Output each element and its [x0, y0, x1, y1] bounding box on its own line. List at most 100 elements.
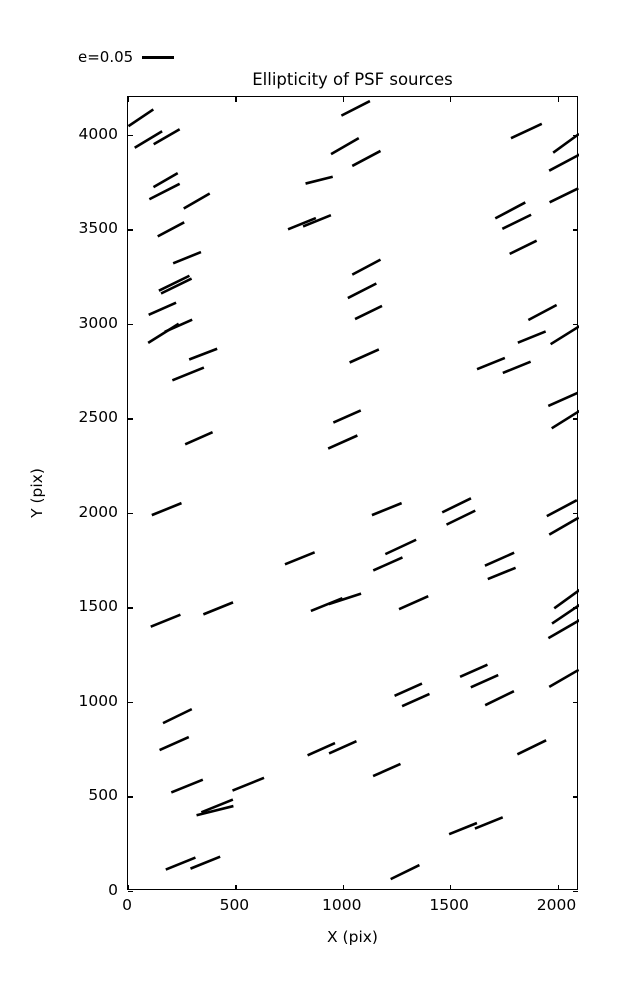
- whisker: [202, 601, 234, 616]
- y-tick-label: 2500: [78, 408, 118, 427]
- x-tick: [450, 884, 452, 890]
- whisker: [509, 239, 538, 256]
- y-tick: [127, 323, 133, 326]
- whisker: [527, 303, 558, 322]
- whisker: [494, 201, 526, 220]
- x-tick-top: [557, 96, 559, 102]
- y-tick-right: [572, 512, 578, 515]
- whisker: [474, 816, 504, 830]
- whisker: [351, 149, 382, 168]
- y-tick-right: [572, 229, 578, 231]
- whisker: [328, 592, 362, 606]
- x-tick: [342, 884, 345, 890]
- whisker: [150, 613, 181, 628]
- whisker: [148, 301, 177, 317]
- y-tick-right: [572, 607, 578, 609]
- y-tick-label: 3000: [78, 313, 118, 332]
- y-tick-label: 4000: [78, 124, 118, 143]
- whisker: [549, 187, 579, 204]
- y-tick: [127, 512, 133, 515]
- whisker: [232, 776, 265, 792]
- whisker: [459, 663, 488, 679]
- whisker: [134, 130, 163, 149]
- whisker: [165, 856, 196, 871]
- y-axis-title: Y (pix): [28, 468, 46, 518]
- y-tick-label: 1500: [78, 597, 118, 616]
- legend-label: e=0.05: [78, 47, 134, 66]
- whisker: [445, 509, 476, 526]
- y-tick-right: [572, 418, 578, 420]
- y-tick-label: 3500: [78, 219, 118, 238]
- y-tick-label: 1000: [78, 691, 118, 710]
- whisker: [546, 499, 578, 518]
- y-tick-right: [572, 323, 578, 326]
- whisker: [510, 122, 543, 140]
- whisker: [487, 566, 517, 581]
- whisker: [305, 175, 334, 185]
- whisker: [151, 501, 182, 517]
- plot-axes: [127, 96, 579, 893]
- whisker: [354, 304, 383, 321]
- x-tick-label: 0: [122, 896, 132, 914]
- y-tick-label: 2000: [78, 502, 118, 521]
- whisker: [401, 692, 431, 708]
- y-tick: [127, 796, 133, 798]
- whisker: [448, 821, 478, 836]
- whisker-series: [128, 99, 579, 881]
- whisker: [128, 108, 155, 128]
- y-tick-right: [572, 796, 578, 798]
- whisker: [164, 318, 193, 334]
- whisker: [284, 551, 316, 566]
- whisker: [517, 330, 547, 344]
- x-tick-top: [450, 96, 452, 102]
- y-tick: [127, 607, 133, 609]
- whisker: [200, 798, 234, 814]
- y-tick: [127, 891, 133, 893]
- whisker: [484, 551, 515, 567]
- whisker: [328, 740, 357, 755]
- x-tick: [128, 884, 130, 890]
- x-tick-top: [128, 96, 130, 102]
- whisker: [157, 221, 185, 238]
- whisker: [470, 673, 499, 689]
- whisker: [349, 348, 380, 364]
- y-tick-label: 0: [108, 881, 118, 899]
- x-tick: [557, 884, 559, 890]
- whisker: [441, 497, 472, 514]
- whisker: [390, 863, 420, 881]
- whisker: [160, 277, 193, 295]
- whisker: [188, 347, 218, 361]
- whisker: [547, 391, 579, 408]
- whisker: [394, 682, 423, 697]
- x-tick-label: 1500: [429, 896, 469, 914]
- x-tick-top: [342, 96, 345, 102]
- whisker: [552, 132, 579, 154]
- x-tick-label: 500: [219, 896, 250, 914]
- whisker: [372, 556, 404, 572]
- legend-reference-line-icon: [142, 55, 175, 59]
- whisker: [189, 855, 221, 870]
- whisker: [327, 434, 358, 450]
- whisker: [332, 409, 362, 424]
- whisker: [476, 356, 506, 371]
- whisker: [171, 366, 205, 382]
- y-tick-right: [572, 891, 578, 893]
- whisker: [351, 258, 382, 276]
- whisker: [196, 804, 234, 817]
- x-tick: [235, 884, 237, 890]
- y-tick: [127, 134, 133, 137]
- whisker: [148, 182, 181, 201]
- whisker: [548, 516, 579, 536]
- whisker: [302, 214, 332, 228]
- whisker: [159, 735, 190, 752]
- x-tick-label: 1000: [322, 896, 362, 914]
- whisker: [548, 668, 579, 688]
- whisker: [153, 128, 181, 146]
- whisker: [551, 409, 579, 430]
- whisker: [502, 360, 532, 375]
- y-tick-right: [572, 701, 578, 704]
- x-tick-label: 2000: [536, 896, 577, 914]
- page-title: Ellipticity of PSF sources: [252, 70, 453, 89]
- legend: e=0.05: [78, 44, 175, 70]
- x-tick-top: [235, 96, 237, 102]
